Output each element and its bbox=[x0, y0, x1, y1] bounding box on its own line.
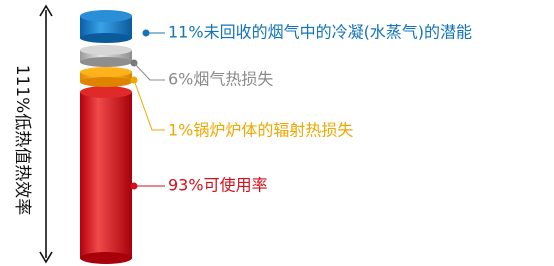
cylinder-gray bbox=[80, 45, 132, 67]
cylinder-blue bbox=[80, 10, 132, 43]
leader-blue bbox=[143, 30, 166, 37]
leader-red bbox=[131, 183, 166, 190]
leader-gray bbox=[131, 60, 166, 81]
efficiency-label: 111%低热值热效率 bbox=[12, 65, 32, 216]
cylinder-red bbox=[80, 86, 132, 264]
diagram: 111%低热值热效率 11%未回收的烟气中的冷凝(水蒸气)的潜能 6%烟气热损 bbox=[0, 0, 554, 266]
item-label: 93%可使用率 bbox=[168, 176, 268, 195]
cylinder-orange bbox=[80, 67, 132, 87]
leader-orange bbox=[131, 77, 166, 131]
efficiency-arrow bbox=[40, 6, 52, 262]
item-label: 1%锅炉炉体的辐射热损失 bbox=[168, 121, 353, 140]
item-label: 6%烟气热损失 bbox=[168, 70, 273, 89]
item-label: 11%未回收的烟气中的冷凝(水蒸气)的潜能 bbox=[168, 23, 472, 42]
